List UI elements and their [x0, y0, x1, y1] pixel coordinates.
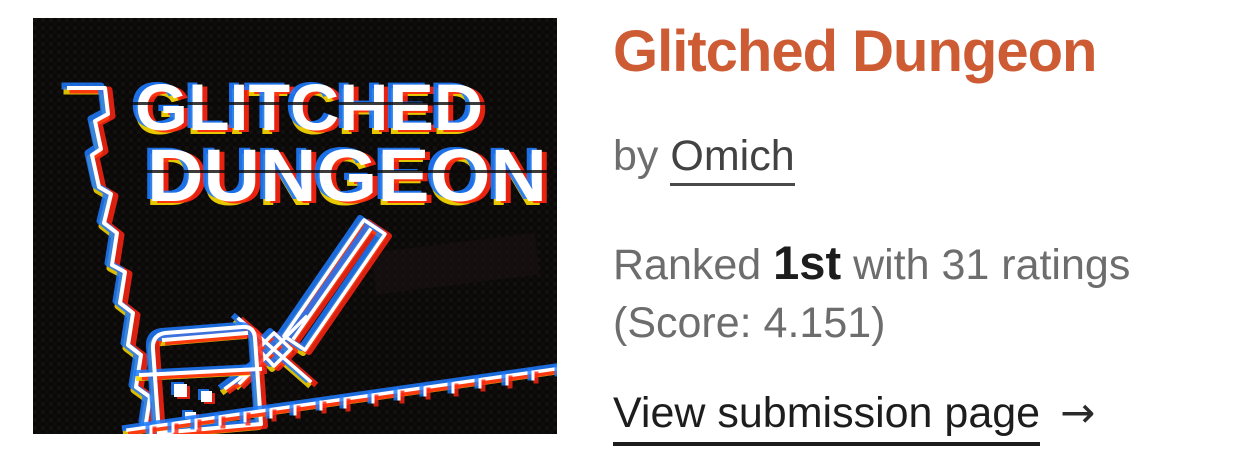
glitch-smudge	[371, 232, 540, 295]
cover-title-line1: GLITCHED	[133, 74, 481, 148]
cover-title-line2: DUNGEON	[145, 138, 545, 221]
ranked-label: Ranked	[613, 241, 762, 289]
view-submission-link[interactable]: View submission page	[613, 389, 1041, 446]
cover-title-line1: GLITCHED	[140, 72, 488, 146]
cover-title-line2: DUNGEON	[147, 134, 547, 217]
submission-link-row: View submission page →	[613, 389, 1095, 446]
cover-title-line1: GLITCHED	[135, 70, 483, 144]
ratings-text: with 31 ratings	[853, 241, 1131, 289]
ranking-text: Ranked 1st with 31 ratings (Score: 4.151)	[613, 234, 1130, 352]
cover-art-svg: GLITCHED GLITCHED GLITCHED GLITCHED DUNG…	[33, 18, 557, 434]
arrow-right-icon: →	[1060, 388, 1096, 437]
glitch-scanlines	[123, 102, 553, 173]
rank-value: 1st	[773, 236, 842, 289]
game-title: Glitched Dungeon	[613, 19, 1097, 84]
byline-prefix: by	[613, 132, 659, 180]
byline: by Omich	[613, 132, 795, 186]
cover-image[interactable]: GLITCHED GLITCHED GLITCHED GLITCHED DUNG…	[33, 18, 557, 434]
cover-title-line2: DUNGEON	[152, 136, 552, 219]
score-text: (Score: 4.151)	[613, 299, 886, 347]
author-link[interactable]: Omich	[670, 132, 795, 186]
cover-title-line2: DUNGEON	[142, 132, 542, 215]
